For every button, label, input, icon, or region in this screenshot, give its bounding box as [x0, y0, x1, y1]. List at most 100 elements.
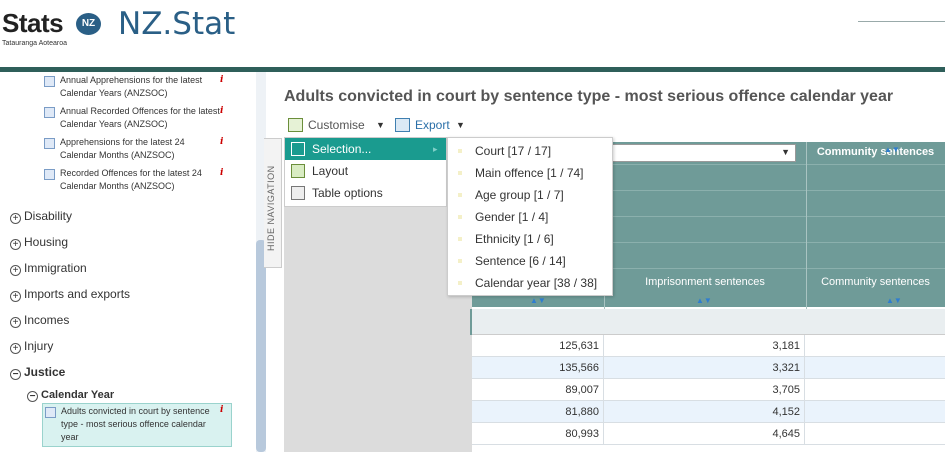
hide-navigation-tab[interactable]: HIDE NAVIGATION [264, 138, 282, 268]
expand-icon[interactable]: + [10, 239, 21, 250]
menu-item-layout[interactable]: Layout [285, 160, 446, 182]
column-header-imprisonment[interactable]: Imprisonment sentences [645, 276, 765, 288]
dataset-item[interactable]: Annual Apprehensions for the latest Cale… [44, 74, 244, 102]
column-divider [806, 142, 807, 309]
info-icon[interactable]: i [220, 137, 224, 147]
submenu-item-calendar-year[interactable]: Calendar year [38 / 38] [448, 272, 612, 294]
table-icon [44, 76, 55, 87]
expand-icon[interactable]: + [10, 265, 21, 276]
submenu-item-ethnicity[interactable]: Ethnicity [1 / 6] [448, 228, 612, 250]
sidebar-scrollbar-thumb[interactable] [256, 240, 266, 452]
customise-menu: Selection... ▸ Layout Table options [284, 137, 447, 207]
collapse-icon[interactable]: − [10, 369, 21, 380]
menu-item-selection[interactable]: Selection... ▸ [285, 138, 446, 160]
dataset-label[interactable]: Adults convicted in court by sentence ty… [61, 406, 210, 442]
theme-justice[interactable]: − Justice [10, 364, 65, 380]
theme-immigration[interactable]: + Immigration [10, 260, 87, 276]
expand-icon[interactable]: + [10, 291, 21, 302]
expand-icon[interactable]: + [10, 317, 21, 328]
chevron-down-icon: ▼ [781, 147, 790, 157]
hide-navigation-label[interactable]: HIDE NAVIGATION [266, 165, 276, 251]
dataset-label[interactable]: Annual Recorded Offences for the latest … [60, 106, 220, 129]
selection-icon [291, 142, 305, 156]
dataset-label[interactable]: Apprehensions for the latest 24 Calendar… [60, 137, 185, 160]
selected-dataset[interactable]: Adults convicted in court by sentence ty… [42, 403, 232, 447]
submenu-item-gender[interactable]: Gender [1 / 4] [448, 206, 612, 228]
theme-housing[interactable]: + Housing [10, 234, 68, 250]
table-row: 81,880 4,152 [472, 401, 945, 423]
table-cell[interactable]: 3,181 [605, 335, 805, 357]
table-icon [45, 407, 56, 418]
subtheme-calendar-year[interactable]: − Calendar Year [27, 387, 114, 403]
sort-icon[interactable]: ▲▼ [696, 296, 712, 305]
submenu-item-label: Ethnicity [1 / 6] [475, 232, 554, 246]
theme-label[interactable]: Housing [24, 235, 69, 249]
theme-label[interactable]: Incomes [24, 313, 70, 327]
dataset-item[interactable]: Recorded Offences for the latest 24 Cale… [44, 167, 244, 195]
table-cell[interactable]: 81,880 [472, 401, 604, 423]
dimension-select[interactable]: ▼ [604, 144, 796, 162]
table-options-icon [291, 186, 305, 200]
customise-button[interactable]: Customise ▼ [288, 113, 385, 137]
grid-blank-row [472, 309, 945, 335]
bullet-icon [458, 237, 462, 241]
chevron-down-icon: ▼ [376, 120, 385, 130]
table-cell[interactable]: 80,993 [472, 423, 604, 445]
submenu-item-court[interactable]: Court [17 / 17] [448, 140, 612, 162]
table-cell[interactable]: 125,631 [472, 335, 604, 357]
toolbar: Customise ▼ Export ▼ [284, 113, 484, 137]
bullet-icon [458, 259, 462, 263]
theme-label[interactable]: Disability [24, 209, 73, 223]
table-icon [44, 169, 55, 180]
theme-label[interactable]: Immigration [24, 261, 87, 275]
theme-injury[interactable]: + Injury [10, 338, 53, 354]
sort-icon[interactable]: ▲▼ [530, 296, 546, 305]
table-cell[interactable]: 89,007 [472, 379, 604, 401]
menu-item-table-options[interactable]: Table options [285, 182, 446, 204]
table-cell[interactable]: 135,566 [472, 357, 604, 379]
info-icon[interactable]: i [220, 75, 224, 85]
logo-subtitle: Tatauranga Aotearoa [2, 40, 67, 47]
grid-row-header-area [284, 207, 472, 452]
customise-label: Customise [308, 118, 365, 132]
export-label: Export [415, 118, 450, 132]
theme-incomes[interactable]: + Incomes [10, 312, 69, 328]
stats-logo[interactable]: Stats [2, 8, 64, 38]
sort-icon[interactable]: ▲▼ [884, 145, 900, 154]
table-cell[interactable]: 3,321 [605, 357, 805, 379]
submenu-item-label: Court [17 / 17] [475, 144, 552, 158]
dataset-item[interactable]: Annual Recorded Offences for the latest … [44, 105, 244, 133]
submenu-item-main-offence[interactable]: Main offence [1 / 74] [448, 162, 612, 184]
theme-label[interactable]: Imports and exports [24, 287, 131, 301]
subtheme-label[interactable]: Calendar Year [41, 389, 115, 401]
dataset-item[interactable]: Apprehensions for the latest 24 Calendar… [44, 136, 244, 164]
column-header-community[interactable]: Community sentences [821, 276, 930, 288]
submenu-item-label: Gender [1 / 4] [475, 210, 549, 224]
header-divider [858, 21, 945, 22]
submenu-item-sentence[interactable]: Sentence [6 / 14] [448, 250, 612, 272]
dataset-label[interactable]: Recorded Offences for the latest 24 Cale… [60, 168, 202, 191]
theme-disability[interactable]: + Disability [10, 208, 72, 224]
dataset-label[interactable]: Annual Apprehensions for the latest Cale… [60, 75, 203, 98]
info-icon[interactable]: i [220, 405, 224, 415]
theme-imports-exports[interactable]: + Imports and exports [10, 286, 130, 302]
export-button[interactable]: Export ▼ [395, 113, 475, 137]
sort-icon[interactable]: ▲▼ [886, 296, 902, 305]
table-cell[interactable]: 3,705 [605, 379, 805, 401]
expand-icon[interactable]: + [10, 343, 21, 354]
header-row-divider [472, 164, 945, 165]
header-row-divider [472, 190, 945, 191]
site-title[interactable]: NZ.Stat [118, 6, 236, 42]
submenu-item-age-group[interactable]: Age group [1 / 7] [448, 184, 612, 206]
theme-label[interactable]: Justice [24, 365, 66, 379]
table-icon [44, 138, 55, 149]
table-row: 125,631 3,181 [472, 335, 945, 357]
theme-label[interactable]: Injury [24, 339, 54, 353]
column-header-top[interactable]: Community sentences [816, 146, 935, 158]
collapse-icon[interactable]: − [27, 391, 38, 402]
expand-icon[interactable]: + [10, 213, 21, 224]
info-icon[interactable]: i [220, 106, 224, 116]
table-cell[interactable]: 4,645 [605, 423, 805, 445]
table-cell[interactable]: 4,152 [605, 401, 805, 423]
info-icon[interactable]: i [220, 168, 224, 178]
